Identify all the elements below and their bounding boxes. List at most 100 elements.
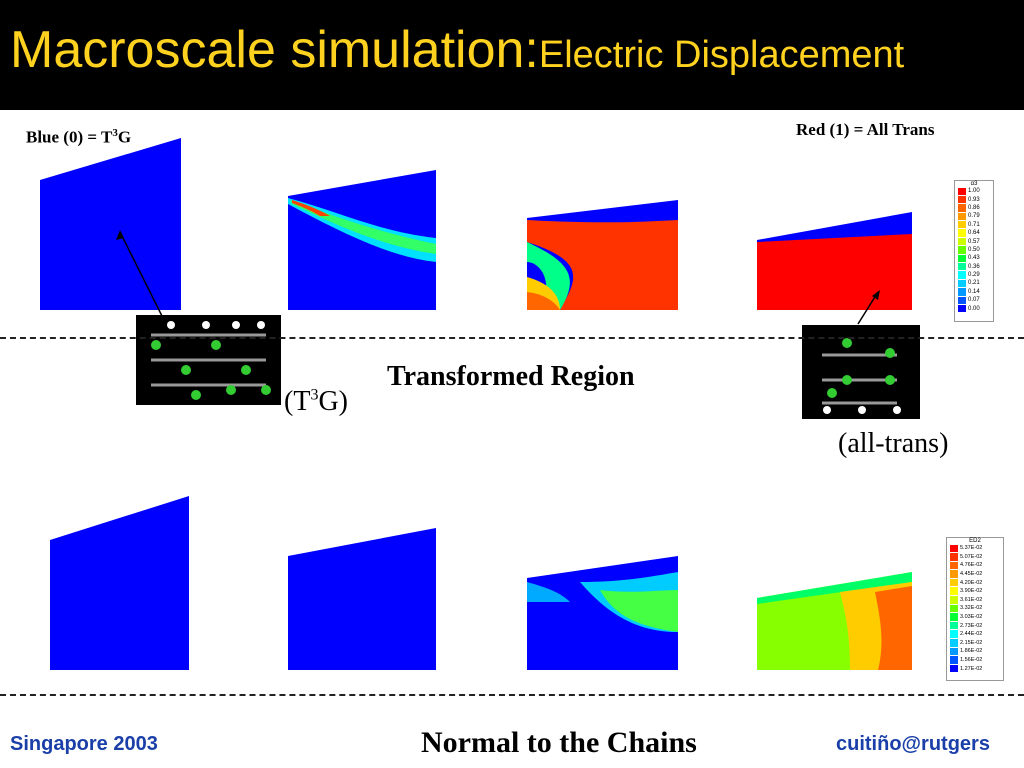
legend-swatch — [950, 630, 958, 639]
title-bar — [0, 0, 1024, 110]
legend-swatch — [958, 187, 966, 195]
legend-value: 3.90E-02 — [960, 588, 983, 595]
legend-row: 0.14 — [958, 288, 993, 296]
legend-row: 4.20E-02 — [950, 578, 1003, 587]
legend-value: 0.86 — [968, 204, 980, 211]
legend-row: 1.27E-02 — [950, 664, 1003, 673]
legend-row: 5.07E-02 — [950, 553, 1003, 562]
blue-label-tail: G — [117, 127, 132, 147]
t3g-label-close: G) — [318, 386, 348, 417]
legend-row: 0.79 — [958, 212, 993, 221]
legend-value: 0.64 — [968, 230, 980, 237]
legend-value: 2.73E-02 — [960, 622, 983, 629]
divider-bottom — [0, 694, 1024, 696]
legend-swatch — [958, 271, 966, 279]
all-trans-molecule-image — [802, 325, 920, 419]
legend-value: 4.20E-02 — [960, 579, 983, 586]
legend-swatch — [958, 263, 966, 271]
legend-value: 0.07 — [968, 297, 980, 304]
legend-top-rows: 1.00 0.93 0.86 0.79 0.71 0.64 0.57 0.50 0.43 0.36… — [955, 187, 993, 313]
legend-value: 1.86E-02 — [960, 648, 983, 655]
legend-value: 1.56E-02 — [960, 657, 983, 664]
red-label: Red (1) = All Trans — [796, 120, 935, 139]
legend-value: 0.43 — [968, 255, 980, 262]
legend-swatch — [950, 596, 958, 604]
legend-row: 0.50 — [958, 246, 993, 254]
legend-swatch — [950, 587, 958, 596]
legend-swatch — [950, 621, 958, 630]
legend-swatch — [950, 604, 958, 613]
legend-swatch — [958, 212, 966, 221]
legend-row: 3.90E-02 — [950, 587, 1003, 596]
panel-bottom-2 — [288, 528, 436, 670]
footer-right: cuitiño@rutgers — [836, 733, 990, 755]
blue-label: Blue (0) = T3G — [26, 127, 131, 148]
legend-swatch — [958, 204, 966, 212]
legend-swatch — [950, 656, 958, 664]
panel-bottom-3 — [527, 556, 678, 670]
legend-row: 0.00 — [958, 304, 993, 313]
legend-value: 2.15E-02 — [960, 639, 983, 646]
legend-value: 4.45E-02 — [960, 571, 983, 578]
legend-bottom-rows: 5.37E-02 5.07E-02 4.76E-02 4.45E-02 4.20E-02… — [947, 544, 1003, 673]
legend-value: 5.07E-02 — [960, 553, 983, 560]
legend-swatch — [958, 296, 966, 304]
legend-swatch — [958, 288, 966, 296]
legend-value: 0.50 — [968, 246, 980, 253]
t3g-molecule-icon — [151, 321, 271, 400]
legend-row: 1.86E-02 — [950, 647, 1003, 656]
legend-swatch — [950, 647, 958, 656]
legend-swatch — [958, 221, 966, 229]
legend-value: 0.21 — [968, 280, 980, 287]
panel-bottom-4 — [757, 572, 912, 670]
legend-bottom-title: ED2 — [969, 538, 981, 544]
legend-swatch — [958, 254, 966, 263]
simulation-panels — [40, 138, 912, 670]
title-sub: Electric Displacement — [538, 34, 905, 76]
normal-to-chains-label: Normal to the Chains — [421, 726, 697, 759]
slide-title: Macroscale simulation:Electric Displacem… — [10, 20, 904, 80]
legend-swatch — [950, 544, 958, 553]
legend-row: 0.07 — [958, 296, 993, 304]
panel-top-3 — [527, 200, 678, 310]
t3g-label-sup: 3 — [310, 386, 319, 404]
legend-row: 0.36 — [958, 263, 993, 271]
legend-row: 3.32E-02 — [950, 604, 1003, 613]
footer-left: Singapore 2003 — [10, 733, 158, 755]
legend-row: 0.57 — [958, 237, 993, 246]
legend-value: 0.14 — [968, 288, 980, 295]
divider-top — [0, 337, 1024, 339]
legend-value: 3.61E-02 — [960, 596, 983, 603]
legend-swatch — [958, 279, 966, 288]
legend-top: α3 1.00 0.93 0.86 0.79 0.71 0.64 0.57 0.50 0.43 0… — [954, 180, 994, 322]
legend-row: 4.76E-02 — [950, 561, 1003, 570]
legend-bottom: ED2 5.37E-02 5.07E-02 4.76E-02 4.45E-02 4.20… — [946, 537, 1004, 681]
legend-row: 3.61E-02 — [950, 596, 1003, 605]
legend-row: 2.73E-02 — [950, 621, 1003, 630]
legend-row: 3.03E-02 — [950, 613, 1003, 622]
legend-swatch — [950, 578, 958, 587]
legend-swatch — [958, 237, 966, 246]
legend-row: 1.00 — [958, 187, 993, 195]
legend-value: 0.79 — [968, 213, 980, 220]
legend-row: 0.71 — [958, 221, 993, 229]
legend-row: 0.29 — [958, 271, 993, 279]
legend-value: 0.71 — [968, 221, 980, 228]
panel-top-1 — [40, 138, 181, 310]
panel-top-2 — [288, 170, 436, 310]
legend-swatch — [950, 664, 958, 673]
all-trans-label: (all-trans) — [838, 428, 949, 459]
legend-top-title: α3 — [970, 181, 978, 187]
legend-value: 0.93 — [968, 196, 980, 203]
legend-value: 0.36 — [968, 263, 980, 270]
legend-swatch — [958, 304, 966, 313]
legend-value: 0.57 — [968, 238, 980, 245]
legend-row: 1.56E-02 — [950, 656, 1003, 665]
legend-value: 3.03E-02 — [960, 614, 983, 621]
transformed-region-label: Transformed Region — [387, 361, 635, 392]
legend-value: 0.29 — [968, 272, 980, 279]
legend-row: 5.37E-02 — [950, 544, 1003, 553]
legend-swatch — [958, 195, 966, 204]
legend-row: 0.93 — [958, 195, 993, 204]
legend-row: 0.64 — [958, 229, 993, 237]
